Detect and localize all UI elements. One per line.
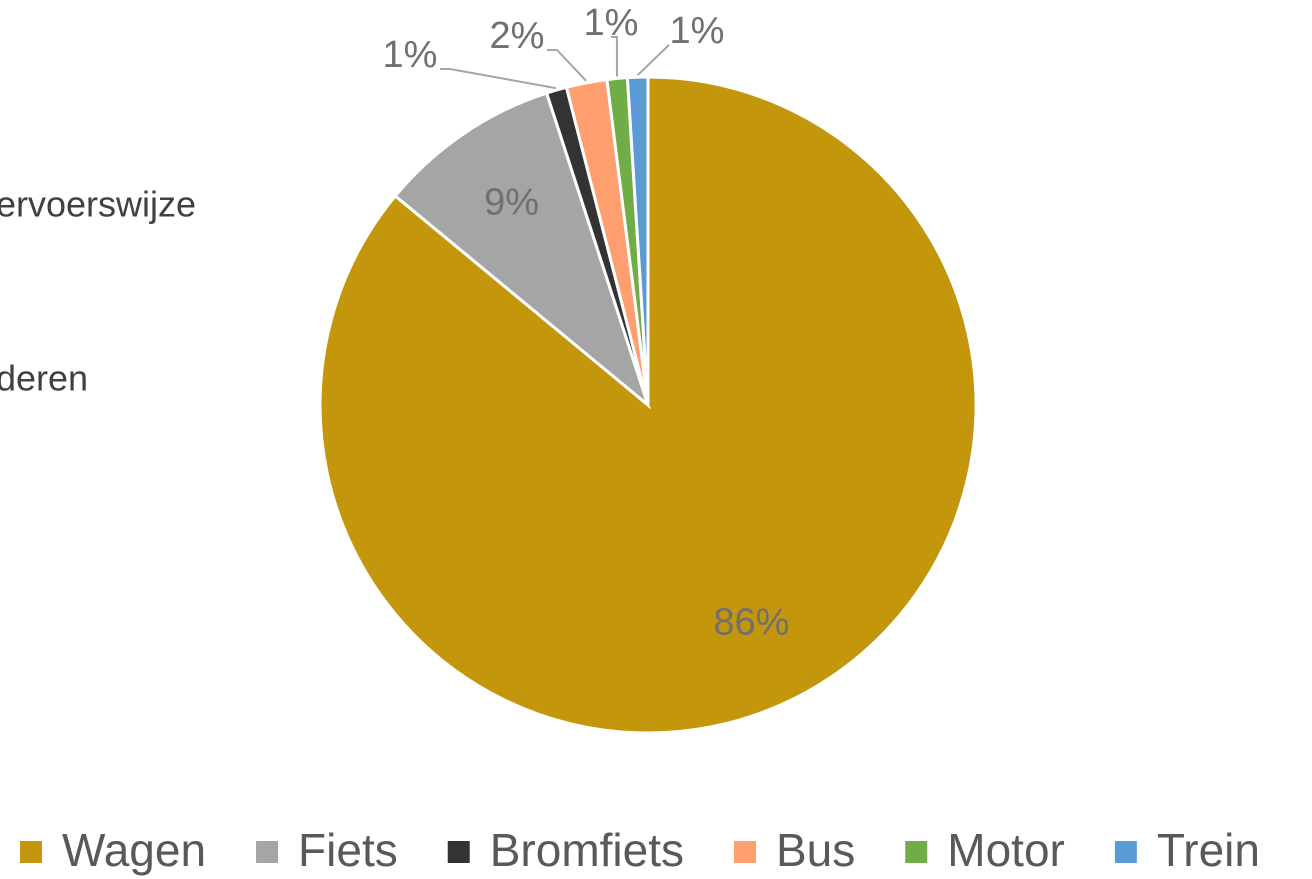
legend-swatch — [256, 841, 279, 863]
legend-swatch — [447, 841, 470, 863]
pie-slice — [393, 91, 652, 410]
legend-label: Trein — [1157, 824, 1260, 876]
leader-line — [611, 36, 618, 77]
leader-line — [440, 68, 557, 90]
chart-title: ervoerswijze — [0, 184, 196, 225]
data-label: 1% — [670, 10, 725, 52]
data-label: 1% — [584, 2, 639, 44]
leader-line — [547, 49, 587, 82]
legend-swatch — [734, 841, 756, 863]
pie-slice — [318, 75, 978, 735]
pie-slice — [625, 75, 650, 406]
data-label: 1% — [383, 34, 438, 76]
legend-label: Motor — [947, 824, 1065, 876]
data-label: 9% — [484, 181, 539, 223]
data-label: 86% — [713, 602, 789, 644]
legend-label: Fiets — [298, 824, 398, 876]
legend-swatch — [1114, 841, 1137, 863]
legend-label: Wagen — [62, 824, 206, 876]
leader-line — [636, 44, 670, 76]
legend-label: Bromfiets — [490, 824, 684, 876]
legend-swatch — [905, 841, 928, 863]
data-label: 2% — [490, 15, 545, 57]
chart-title: deren — [0, 358, 88, 399]
legend-swatch — [20, 841, 42, 863]
legend-label: Bus — [776, 824, 855, 876]
